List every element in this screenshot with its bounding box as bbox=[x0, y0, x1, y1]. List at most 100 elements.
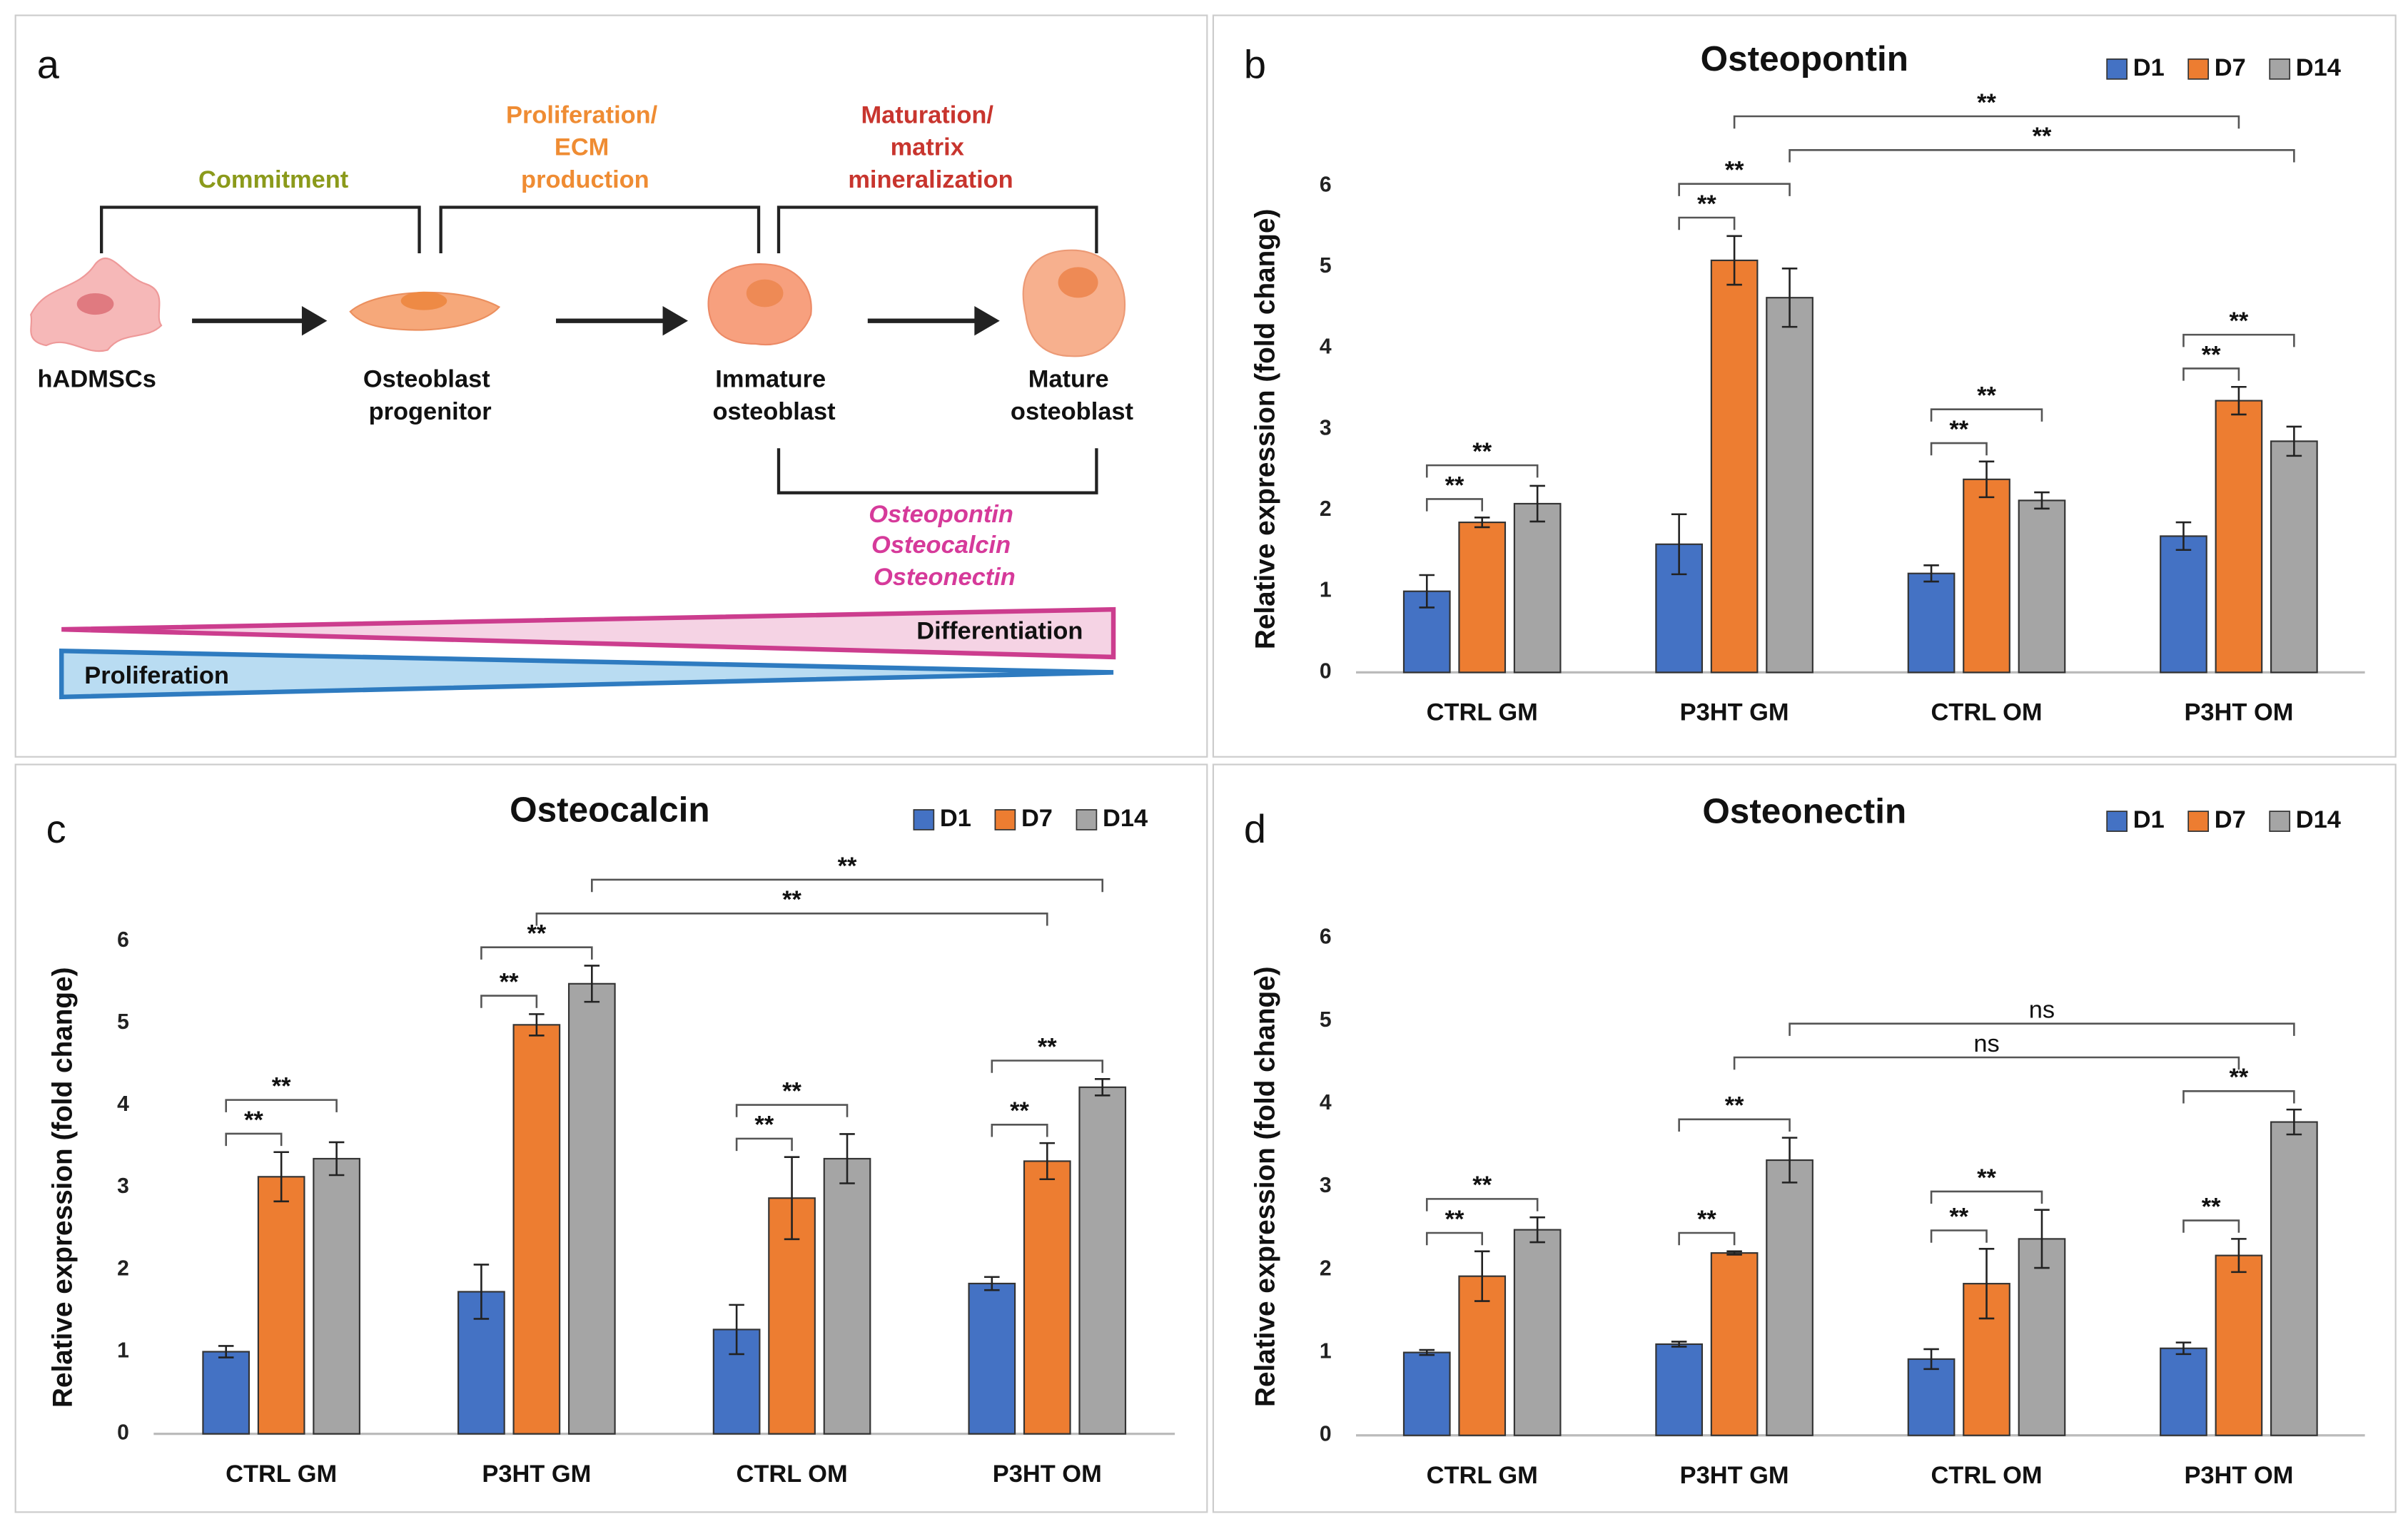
x-tick-label: CTRL GM bbox=[226, 1461, 337, 1488]
y-tick-label: 5 bbox=[1320, 1008, 1332, 1032]
y-tick-label: 2 bbox=[1320, 1256, 1332, 1280]
error-bar bbox=[1781, 268, 1798, 328]
error-bar bbox=[1781, 1137, 1798, 1184]
cell-line: osteoblast bbox=[713, 398, 836, 425]
error-bar bbox=[1726, 1250, 1742, 1256]
significance-bracket bbox=[1425, 464, 1539, 478]
significance-label: ** bbox=[1472, 438, 1492, 465]
bar bbox=[512, 1024, 561, 1435]
panel-frame bbox=[14, 763, 1208, 1513]
bar bbox=[1402, 1351, 1451, 1436]
error-bar bbox=[2231, 1238, 2247, 1274]
y-tick-label: 5 bbox=[117, 1010, 129, 1034]
significance-label: ** bbox=[1949, 1203, 1968, 1230]
phase-line: Maturation/ bbox=[861, 102, 994, 129]
significance-label: ** bbox=[1445, 472, 1464, 499]
marker: Osteonectin bbox=[874, 564, 1016, 591]
y-axis-label: Relative expression (fold change) bbox=[1250, 966, 1280, 1407]
significance-bracket bbox=[1425, 498, 1484, 512]
error-bar bbox=[2034, 1209, 2050, 1269]
bar bbox=[2270, 1121, 2318, 1436]
bar bbox=[2215, 400, 2263, 674]
bar bbox=[2160, 1347, 2207, 1436]
differentiation-wedge bbox=[61, 606, 1116, 660]
error-bar bbox=[1529, 484, 1545, 523]
significance-label: ** bbox=[782, 886, 801, 913]
legend-swatch bbox=[2106, 811, 2128, 832]
chart-title: Osteopontin bbox=[1701, 39, 1908, 78]
significance-bracket bbox=[735, 1104, 849, 1117]
x-tick-label: P3HT GM bbox=[1680, 699, 1789, 726]
cell-line: progenitor bbox=[369, 398, 492, 425]
nucleus bbox=[746, 279, 784, 308]
bar bbox=[1023, 1160, 1071, 1435]
phase-line: Proliferation/ bbox=[506, 102, 658, 129]
bar bbox=[1513, 502, 1562, 674]
bar bbox=[1907, 572, 1956, 674]
significance-bracket bbox=[991, 1060, 1104, 1073]
significance-bracket bbox=[1733, 115, 2240, 129]
significance-label: ** bbox=[2033, 123, 2052, 150]
legend-label: D1 bbox=[2133, 806, 2165, 833]
significance-label: ** bbox=[782, 1077, 801, 1104]
significance-label: ** bbox=[2202, 341, 2221, 368]
significance-bracket bbox=[1733, 1056, 2240, 1070]
cell bbox=[349, 291, 501, 331]
legend-label: D7 bbox=[2215, 806, 2246, 833]
proliferation-wedge bbox=[59, 648, 1114, 700]
phase-brackets bbox=[99, 205, 1098, 494]
significance-bracket bbox=[991, 1123, 1048, 1137]
bar bbox=[1766, 297, 1813, 674]
significance-bracket bbox=[2182, 1090, 2295, 1104]
legend-label: D14 bbox=[1103, 805, 1148, 832]
phase-label: Commitment bbox=[198, 166, 349, 193]
significance-label: ** bbox=[838, 853, 857, 880]
significance-bracket bbox=[535, 913, 1048, 926]
significance-label: ** bbox=[1697, 1206, 1716, 1233]
y-tick-label: 6 bbox=[1320, 173, 1332, 196]
y-tick-label: 4 bbox=[1320, 1091, 1332, 1114]
significance-bracket bbox=[735, 1137, 793, 1152]
legend-swatch bbox=[1076, 809, 1098, 830]
y-tick-label: 6 bbox=[1320, 925, 1332, 949]
x-tick-label: CTRL OM bbox=[1931, 699, 2042, 726]
error-bar bbox=[2175, 521, 2192, 552]
cell-line: osteoblast bbox=[1011, 398, 1134, 425]
bar bbox=[968, 1282, 1016, 1435]
legend-swatch bbox=[2187, 58, 2210, 80]
cell-label: Immature osteoblast bbox=[713, 366, 836, 425]
legend-label: D1 bbox=[940, 805, 971, 832]
x-tick-label: CTRL OM bbox=[737, 1461, 848, 1488]
significance-label: ** bbox=[2230, 308, 2249, 335]
cell-line: Mature bbox=[1028, 366, 1109, 393]
significance-bracket bbox=[1678, 1118, 1791, 1132]
error-bar bbox=[1419, 1348, 1435, 1356]
phase-line: matrix bbox=[891, 134, 964, 161]
legend-label: D7 bbox=[2215, 54, 2246, 81]
legend-swatch bbox=[2187, 811, 2210, 832]
significance-bracket bbox=[1678, 183, 1791, 196]
y-tick-label: 0 bbox=[1320, 1423, 1332, 1446]
x-tick-label: P3HT OM bbox=[993, 1461, 1102, 1488]
cell bbox=[1022, 249, 1126, 357]
bar bbox=[1710, 1252, 1759, 1436]
bar bbox=[567, 982, 616, 1435]
y-tick-label: 6 bbox=[117, 928, 129, 952]
panel-frame bbox=[1212, 763, 2397, 1513]
significance-label: ns bbox=[1973, 1030, 1999, 1057]
error-bar bbox=[1094, 1078, 1111, 1097]
y-tick-label: 1 bbox=[1320, 579, 1332, 602]
error-bar bbox=[984, 1276, 1000, 1291]
error-bar bbox=[1671, 513, 1687, 576]
bar bbox=[1458, 522, 1507, 674]
error-bar bbox=[784, 1156, 800, 1241]
bar bbox=[1907, 1358, 1956, 1436]
significance-bracket bbox=[225, 1099, 338, 1112]
arrow-head bbox=[974, 306, 1000, 336]
significance-bracket bbox=[1678, 216, 1736, 230]
legend-label: D14 bbox=[2296, 806, 2341, 833]
significance-label: ** bbox=[1977, 89, 1996, 116]
arrow-head bbox=[301, 306, 328, 336]
legend-swatch bbox=[913, 809, 935, 830]
bar bbox=[202, 1351, 251, 1435]
